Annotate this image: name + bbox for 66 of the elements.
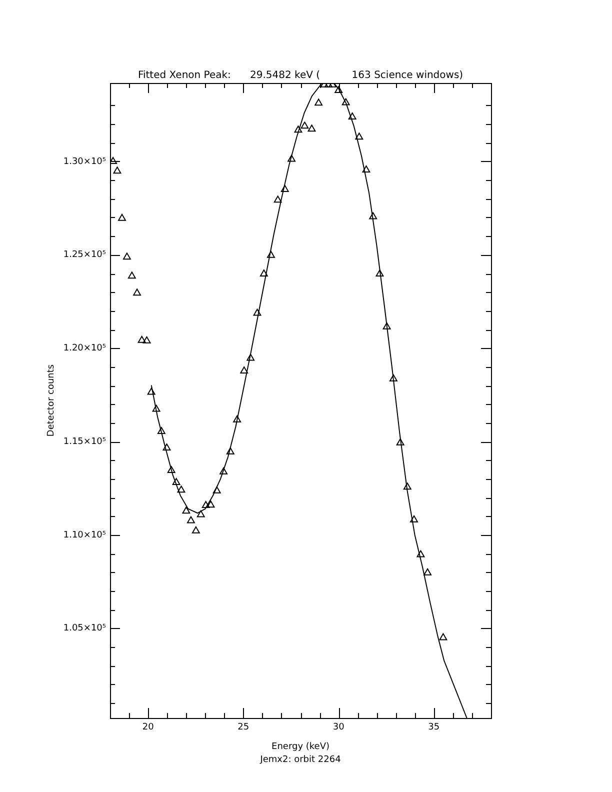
point [369, 212, 378, 220]
point [187, 516, 195, 524]
x-tick-label: 25 [238, 722, 250, 733]
point [192, 526, 200, 534]
point [202, 500, 210, 508]
point [342, 98, 350, 106]
point [424, 568, 432, 576]
point [376, 270, 384, 277]
point [390, 374, 398, 382]
point [260, 270, 268, 277]
point [396, 438, 404, 446]
point [172, 478, 180, 485]
point [128, 272, 136, 279]
point [110, 156, 118, 164]
point [348, 112, 356, 120]
y-tick-label: 1.20×10⁵ [63, 344, 106, 354]
point [403, 482, 412, 490]
point [246, 354, 255, 361]
point [355, 132, 364, 140]
point [142, 336, 151, 344]
point [334, 86, 343, 93]
point [226, 447, 234, 454]
point [280, 184, 289, 192]
point [253, 308, 262, 316]
point [133, 288, 142, 296]
point [212, 486, 221, 494]
y-axis-title: Detector counts [46, 364, 57, 437]
point [182, 506, 190, 514]
point [294, 126, 302, 133]
point [196, 510, 205, 518]
point [267, 250, 275, 258]
point [362, 166, 370, 173]
point [288, 154, 296, 162]
chart-title: Fitted Xenon Peak: 29.5482 keV ( 163 Science windows) [138, 70, 464, 81]
point [157, 427, 166, 434]
y-tick-label: 1.30×10⁵ [63, 156, 106, 167]
point [240, 366, 248, 374]
point [177, 486, 186, 493]
point [314, 98, 323, 106]
y-tick-label: 1.05×10⁵ [63, 624, 106, 634]
point [152, 404, 160, 412]
point [382, 322, 391, 330]
point [220, 467, 228, 474]
point [308, 124, 316, 132]
x-tick-label: 20 [142, 722, 154, 733]
point [118, 214, 126, 221]
point [206, 500, 215, 508]
point [439, 633, 448, 640]
point [410, 515, 418, 522]
y-tick-label: 1.15×10⁵ [63, 436, 106, 447]
y-tick-label: 1.25×10⁵ [63, 250, 106, 260]
x-tick-label: 30 [332, 722, 345, 733]
x-tick-label: 35 [428, 722, 440, 733]
point [416, 550, 425, 558]
x-axis-title: Energy (keV) [272, 742, 330, 752]
point [113, 166, 122, 174]
point [274, 196, 282, 203]
point [233, 415, 242, 422]
text: Jemx2: orbit 2264 [259, 755, 342, 765]
point [138, 336, 146, 343]
point [122, 252, 131, 260]
point [147, 388, 156, 395]
y-tick-label: 1.10×10⁵ [63, 530, 106, 540]
point [167, 466, 176, 474]
point [162, 443, 171, 450]
point [300, 122, 309, 129]
